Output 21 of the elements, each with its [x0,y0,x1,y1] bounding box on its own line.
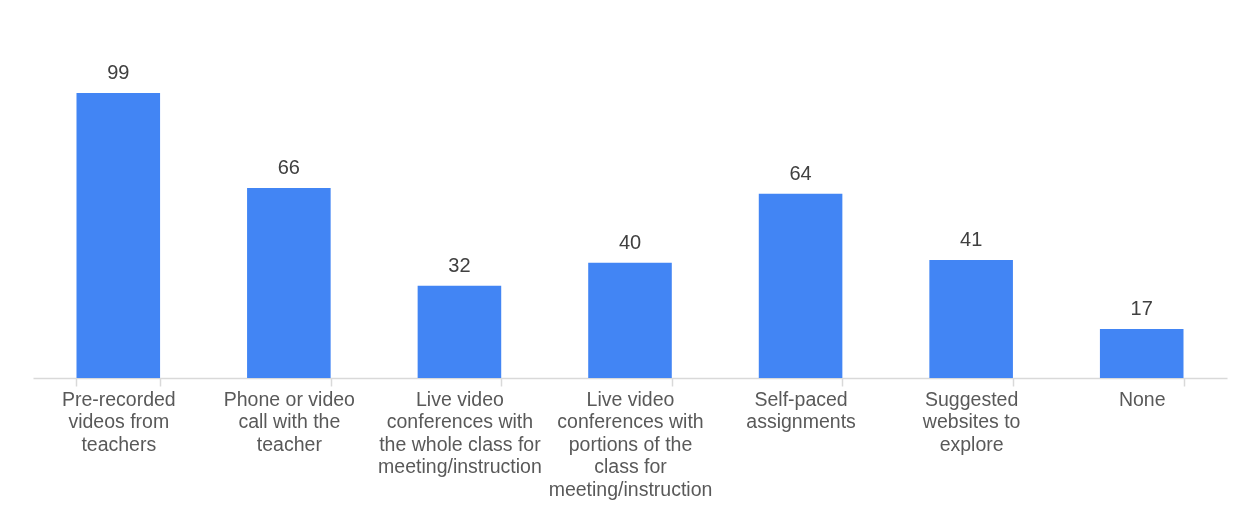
bar [76,92,161,378]
data-label: 99 [107,60,130,83]
x-tick-label: Live video conferences with portions of the class for meeting/instruction [548,387,713,500]
data-label: 41 [960,227,983,250]
bar [758,193,843,378]
x-tick-label: Pre-recorded videos from teachers [61,387,176,455]
x-tick-label: Suggested websites to explore [921,387,1021,455]
bar [247,187,331,378]
data-label: 64 [789,161,812,184]
x-tick-label: Live video conferences with the whole class for meeting/instruction [378,387,542,477]
bar [1099,329,1184,378]
data-label: 32 [448,253,471,276]
bar [588,262,672,378]
data-label: 66 [277,155,300,178]
x-tick-label: Self-paced assignments [746,387,857,432]
x-tick-label: Phone or video call with the teacher [223,387,356,455]
data-label: 17 [1130,297,1153,320]
data-label: 40 [618,230,642,253]
bar [929,259,1013,378]
bar [417,285,502,378]
x-tick-label: None [1118,387,1166,410]
